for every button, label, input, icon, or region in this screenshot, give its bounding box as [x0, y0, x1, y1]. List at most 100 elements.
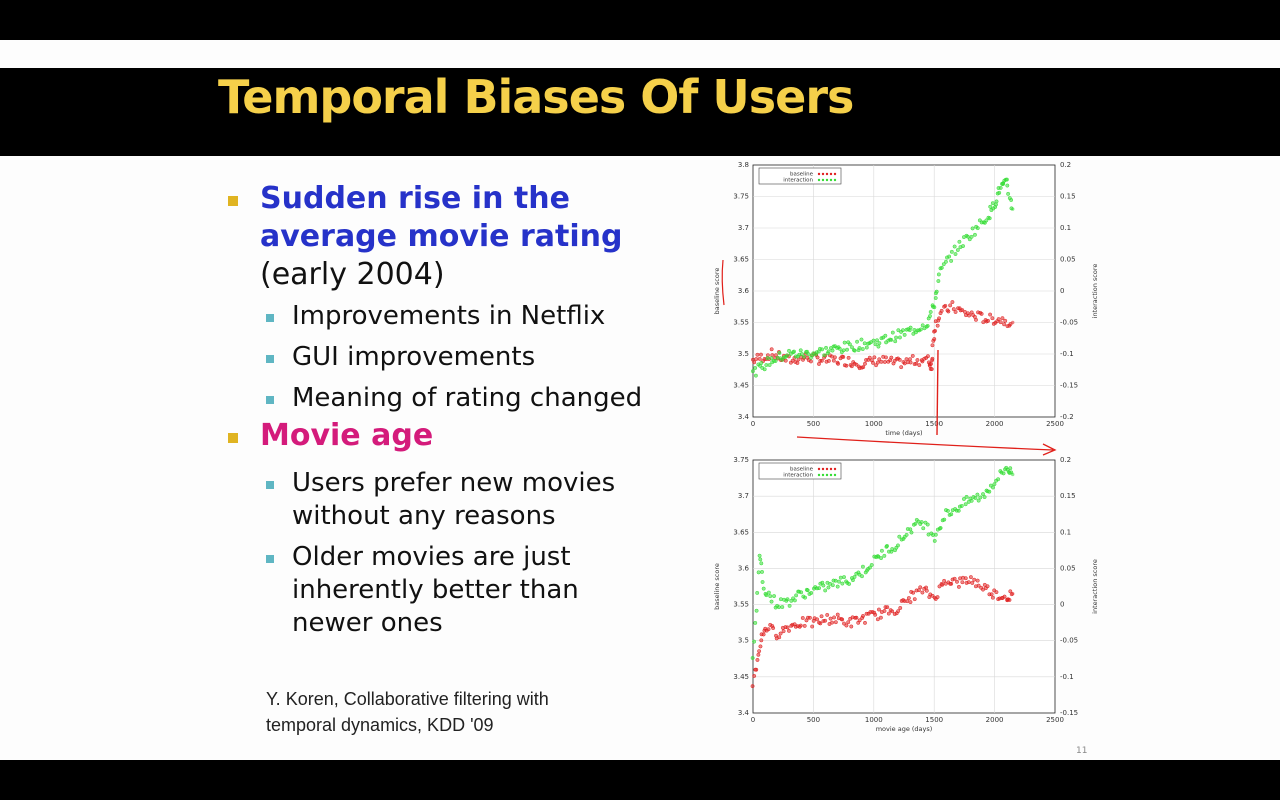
baseline-legend-marker	[825, 467, 829, 471]
sub-bullet-new-movies: Users prefer new movies without any reas…	[266, 467, 698, 533]
interaction-point	[840, 581, 845, 586]
interaction-point	[928, 314, 932, 319]
legend-label: baseline	[790, 172, 814, 178]
sub-bullet-text: GUI improvements	[292, 342, 536, 372]
baseline-point	[924, 588, 929, 593]
baseline-point	[863, 361, 867, 366]
interaction-point	[823, 588, 828, 593]
interaction-legend-marker	[829, 178, 833, 182]
baseline-point	[937, 584, 942, 589]
interaction-point	[850, 345, 854, 350]
interaction-point	[975, 226, 980, 231]
sub-bullet-netflix: Improvements in Netflix	[266, 300, 698, 333]
sub-bullet-text: Improvements in Netflix	[292, 301, 606, 331]
baseline-point	[778, 631, 783, 636]
baseline-point	[863, 620, 867, 625]
y-tick-label: 3.45	[733, 673, 749, 681]
baseline-point	[854, 615, 859, 620]
bullet-movie-age: Movie age	[228, 417, 698, 455]
baseline-point	[951, 307, 956, 312]
interaction-point	[918, 327, 923, 332]
baseline-point	[924, 585, 929, 590]
interaction-point	[893, 339, 898, 344]
x-tick-label: 0	[751, 716, 755, 724]
interaction-point	[921, 526, 926, 531]
baseline-point	[1007, 598, 1012, 602]
interaction-point	[957, 239, 962, 244]
sub-bullet-gui: GUI improvements	[266, 341, 698, 374]
interaction-point	[949, 258, 954, 263]
interaction-point	[765, 356, 770, 361]
baseline-point	[752, 360, 757, 365]
baseline-point	[953, 310, 958, 314]
sub-bullet-text: newer ones	[292, 608, 443, 638]
baseline-point	[844, 363, 849, 368]
interaction-point	[943, 259, 948, 264]
baseline-point	[932, 337, 937, 342]
baseline-point	[750, 684, 755, 689]
baseline-point	[815, 617, 820, 622]
interaction-point	[1011, 207, 1015, 211]
baseline-point	[972, 577, 977, 582]
legend-label: interaction	[783, 473, 813, 479]
interaction-point	[1001, 471, 1006, 476]
interaction-point	[1009, 198, 1014, 202]
baseline-point	[930, 356, 935, 361]
interaction-point	[852, 348, 857, 353]
y-tick-label: 3.75	[733, 456, 749, 464]
annotation-stroke	[721, 259, 725, 306]
baseline-point	[835, 612, 840, 617]
interaction-point	[949, 512, 954, 517]
interaction-legend-marker	[825, 178, 829, 182]
baseline-point	[756, 652, 761, 657]
interaction-point	[963, 502, 968, 507]
interaction-point	[860, 564, 865, 569]
y-tick-label: 3.6	[738, 564, 750, 572]
interaction-point	[933, 296, 938, 300]
sub-bullet-marker	[266, 355, 274, 363]
baseline-point	[912, 597, 917, 602]
interaction-point	[938, 526, 943, 530]
interaction-point	[961, 497, 966, 501]
interaction-point	[1005, 183, 1010, 188]
baseline-point	[920, 359, 925, 364]
interaction-point	[941, 262, 946, 267]
interaction-point	[920, 323, 925, 328]
baseline-point	[787, 628, 791, 633]
baseline-point	[757, 649, 762, 654]
plot-area	[752, 459, 1056, 714]
baseline-point	[766, 627, 771, 632]
interaction-legend-marker	[821, 178, 825, 182]
interaction-point	[785, 353, 790, 358]
interaction-point	[847, 342, 852, 347]
x-tick-label: 2000	[986, 420, 1004, 428]
baseline-point	[948, 303, 953, 308]
y-tick-label: 3.4	[738, 709, 750, 717]
citation-line: temporal dynamics, KDD '09	[266, 715, 494, 735]
interaction-point	[889, 337, 894, 342]
baseline-point	[910, 353, 915, 358]
baseline-point	[956, 584, 961, 589]
charts-figure: 0 500 1000 1500 2000 2500 3.4 3.45 3.5 3.55 3.6 3.6…	[713, 161, 1099, 733]
baseline-point	[899, 365, 904, 370]
baseline-point	[989, 592, 994, 597]
interaction-point	[936, 272, 941, 277]
interaction-point	[769, 599, 774, 604]
baseline-point	[836, 361, 841, 366]
x-tick-label: 2500	[1046, 420, 1064, 428]
interaction-point	[806, 352, 811, 357]
baseline-point	[846, 355, 851, 360]
baseline-point	[933, 328, 938, 333]
y-tick-label: 3.5	[738, 350, 749, 358]
baseline-point	[849, 624, 854, 629]
x-tick-label: 1500	[925, 420, 943, 428]
baseline-point	[884, 355, 888, 360]
baseline-point	[979, 311, 984, 316]
interaction-point	[850, 578, 855, 583]
interaction-point	[956, 508, 961, 513]
interaction-point	[909, 530, 914, 535]
baseline-point	[942, 578, 947, 583]
interaction-point	[959, 503, 964, 508]
baseline-point	[777, 635, 782, 640]
interaction-point	[754, 608, 759, 613]
